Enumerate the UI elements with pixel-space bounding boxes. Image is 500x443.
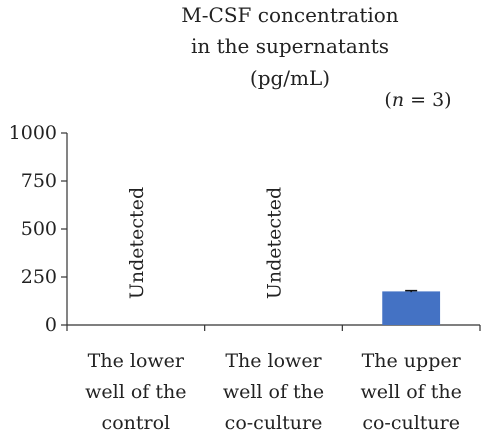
chart-title-line-2: in the supernatants <box>191 34 389 58</box>
bar <box>382 291 441 325</box>
y-tick-label: 0 <box>45 314 57 336</box>
sample-size-variable: n <box>392 89 404 111</box>
category-label: co-culture <box>362 412 460 434</box>
chart-title-line-1: M-CSF concentration <box>181 3 399 27</box>
sample-size-rest: = 3) <box>404 89 452 111</box>
bar-annotation: Undetected <box>126 187 148 299</box>
chart-title: M-CSF concentration in the supernatants … <box>181 3 399 90</box>
y-tick-label: 1000 <box>9 122 57 144</box>
y-tick-label: 750 <box>21 170 57 192</box>
category-label: well of the <box>361 381 462 403</box>
sample-size-prefix: ( <box>384 89 391 111</box>
bar-annotation: Undetected <box>264 187 286 299</box>
category-label: co-culture <box>225 412 323 434</box>
sample-size-label: (n = 3) <box>384 89 451 111</box>
category-label: control <box>102 412 171 434</box>
chart-title-line-3: (pg/mL) <box>250 66 330 90</box>
category-label: well of the <box>85 381 186 403</box>
y-tick-label: 500 <box>21 218 57 240</box>
y-tick-label: 250 <box>21 266 57 288</box>
category-label: The lower <box>88 350 185 372</box>
category-label: The upper <box>362 350 462 372</box>
category-label: well of the <box>223 381 324 403</box>
plot-area: 0 250 500 750 1000 The lower well of the contro… <box>9 122 481 434</box>
category-label: The lower <box>225 350 322 372</box>
